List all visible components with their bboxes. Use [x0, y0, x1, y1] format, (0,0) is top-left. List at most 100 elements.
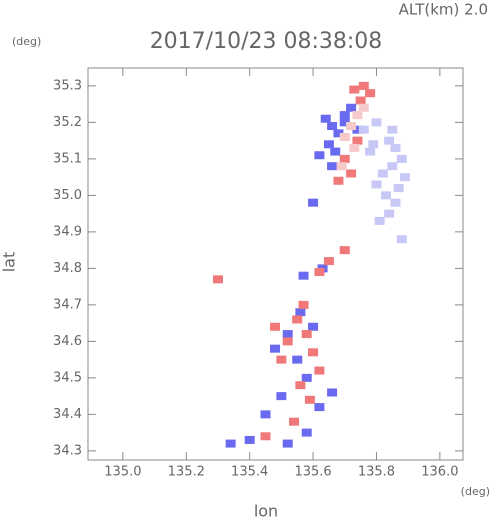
data-point: [298, 271, 309, 280]
data-point: [396, 154, 407, 163]
plot-frame: [87, 67, 464, 461]
data-point: [308, 198, 319, 207]
data-point: [308, 322, 319, 331]
x-tick-label: 135.8: [358, 465, 395, 480]
y-tick-label: 34.5: [53, 370, 82, 385]
data-point: [339, 132, 350, 141]
data-point: [358, 125, 369, 134]
data-point: [384, 209, 395, 218]
data-point: [349, 85, 360, 94]
x-tick-label: 135.6: [294, 465, 331, 480]
data-point: [276, 355, 287, 364]
data-point: [323, 257, 334, 266]
y-axis-label: lat: [0, 252, 19, 273]
data-point: [320, 114, 331, 123]
chart-title: 2017/10/23 08:38:08: [150, 29, 383, 54]
data-point: [212, 275, 223, 284]
data-point: [327, 122, 338, 131]
data-point: [377, 169, 388, 178]
data-point: [304, 395, 315, 404]
data-point: [399, 173, 410, 182]
x-tick-label: 136.0: [421, 465, 458, 480]
data-point: [371, 180, 382, 189]
data-point: [314, 403, 325, 412]
data-point: [346, 122, 357, 131]
data-point: [355, 96, 366, 105]
data-point: [333, 129, 344, 138]
data-point: [339, 118, 350, 127]
data-point: [365, 89, 376, 98]
data-point: [387, 162, 398, 171]
data-point: [327, 388, 338, 397]
data-point: [270, 322, 281, 331]
data-point: [384, 136, 395, 145]
data-point: [301, 428, 312, 437]
altitude-label: ALT(km) 2.0: [399, 1, 488, 19]
y-tick-label: 34.8: [53, 261, 82, 276]
data-point: [374, 216, 385, 225]
data-point: [358, 103, 369, 112]
y-tick-label: 34.4: [53, 407, 82, 422]
y-unit: (deg): [12, 35, 41, 48]
data-point: [387, 125, 398, 134]
data-point: [295, 308, 306, 317]
data-point: [339, 246, 350, 255]
data-point: [244, 435, 255, 444]
data-point: [260, 410, 271, 419]
x-axis-label: lon: [254, 502, 278, 521]
data-point: [282, 439, 293, 448]
data-point: [390, 143, 401, 152]
data-point: [270, 344, 281, 353]
data-point: [314, 268, 325, 277]
data-point: [333, 176, 344, 185]
data-point: [365, 147, 376, 156]
data-point: [349, 143, 360, 152]
data-point: [380, 191, 391, 200]
data-point: [336, 162, 347, 171]
data-point: [330, 147, 341, 156]
data-point: [368, 140, 379, 149]
data-point: [276, 392, 287, 401]
data-point: [352, 111, 363, 120]
data-point: [282, 330, 293, 339]
data-point: [396, 235, 407, 244]
data-point: [292, 355, 303, 364]
data-point: [352, 136, 363, 145]
x-tick-label: 135.2: [168, 465, 205, 480]
data-point: [352, 125, 363, 134]
data-point: [289, 417, 300, 426]
y-tick-label: 35.0: [53, 188, 82, 203]
y-tick-label: 34.7: [53, 297, 82, 312]
x-tick-label: 135.4: [231, 465, 268, 480]
data-point: [292, 315, 303, 324]
data-point: [346, 169, 357, 178]
data-point: [260, 432, 271, 441]
data-point: [301, 330, 312, 339]
data-point: [358, 81, 369, 90]
data-point: [295, 381, 306, 390]
data-point: [314, 151, 325, 160]
y-tick-label: 34.3: [53, 443, 82, 458]
x-unit: (deg): [461, 485, 490, 498]
data-point: [339, 154, 350, 163]
data-point: [298, 300, 309, 309]
y-tick-label: 34.6: [53, 334, 82, 349]
data-point: [327, 162, 338, 171]
x-tick-label: 135.0: [104, 465, 141, 480]
y-tick-label: 34.9: [53, 224, 82, 239]
data-point: [314, 366, 325, 375]
data-point: [225, 439, 236, 448]
y-tick-label: 35.1: [53, 151, 82, 166]
data-point: [301, 373, 312, 382]
data-point: [282, 337, 293, 346]
y-tick-label: 35.3: [53, 78, 82, 93]
data-point: [323, 140, 334, 149]
data-point: [308, 348, 319, 357]
data-point: [339, 111, 350, 120]
data-point: [390, 198, 401, 207]
data-point: [371, 118, 382, 127]
data-point: [393, 184, 404, 193]
data-point: [346, 103, 357, 112]
y-tick-label: 35.2: [53, 115, 82, 130]
